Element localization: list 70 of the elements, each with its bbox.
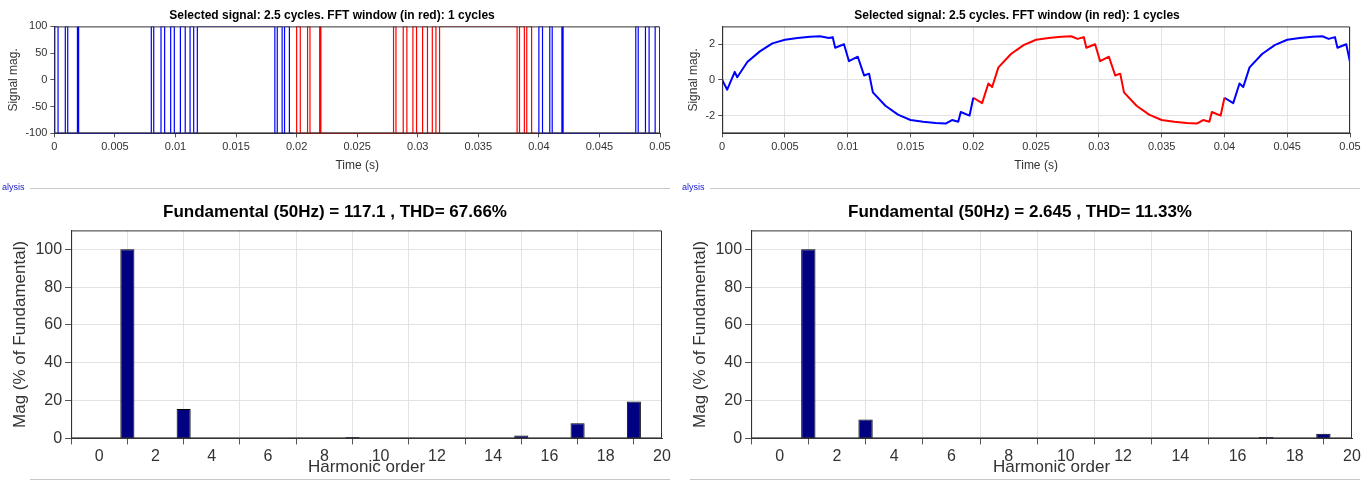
x-tick-label: 0.025: [1022, 140, 1050, 153]
x-tick-label: 0.035: [464, 140, 493, 153]
x-tick-label: 0.015: [896, 140, 925, 153]
x-tick-label: 0: [775, 447, 785, 465]
chart-title: Selected signal: 2.5 cycles. FFT window (in red): 1 cycles: [854, 7, 1181, 22]
x-tick-label: 20: [1343, 447, 1361, 465]
x-tick-label: 0.045: [585, 140, 614, 153]
x-tick-label: 0.03: [407, 140, 429, 153]
x-tick-label: 0.02: [962, 140, 985, 153]
chart-title: Selected signal: 2.5 cycles. FFT window (in red): 1 cycles: [169, 7, 496, 22]
x-tick-label: 20: [653, 447, 671, 465]
x-tick-label: 0.025: [343, 140, 371, 153]
y-axis-title: Signal mag.: [685, 48, 700, 112]
x-tick-label: 0.02: [285, 140, 308, 153]
y-tick-label: 100: [35, 239, 63, 257]
x-tick-label: 18: [1285, 447, 1304, 465]
x-tick-label: 14: [1171, 447, 1190, 465]
x-tick-label: 0.015: [222, 140, 250, 153]
x-tick-label: 12: [1114, 447, 1133, 465]
x-tick-label: 2: [832, 447, 842, 465]
x-tick-label: 18: [596, 447, 615, 465]
x-tick-label: 0.03: [1088, 140, 1110, 153]
x-tick-label: 0.01: [164, 140, 187, 153]
x-tick-label: 4: [207, 447, 217, 465]
x-tick-label: 16: [1228, 447, 1247, 465]
y-tick-label: 40: [724, 353, 743, 371]
x-tick-label: 0.005: [771, 140, 799, 153]
x-tick-label: 2: [151, 447, 161, 465]
x-tick-label: 0.04: [528, 140, 550, 153]
x-tick-label: 0.045: [1273, 140, 1301, 153]
x-axis-title: Time (s): [335, 158, 379, 173]
x-tick-label: 14: [484, 447, 503, 465]
y-tick-label: 20: [44, 390, 63, 408]
chart-title: Fundamental (50Hz) = 2.645 , THD= 11.33%: [848, 201, 1192, 221]
x-tick-label: 0.035: [1147, 140, 1176, 153]
y-tick-label: 100: [715, 239, 743, 257]
x-tick-label: 0: [94, 447, 104, 465]
y-tick-label: 0: [709, 72, 716, 85]
y-tick-label: 80: [44, 277, 63, 295]
y-axis-title: Signal mag.: [5, 48, 20, 112]
x-axis-title: Time (s): [1014, 158, 1058, 173]
y-tick-label: -50: [31, 99, 48, 112]
x-tick-label: 0.05: [649, 140, 671, 153]
y-tick-label: 50: [35, 46, 48, 59]
x-tick-label: 0.005: [101, 140, 129, 153]
y-tick-label: 60: [724, 315, 743, 333]
y-tick-label: 80: [724, 277, 743, 295]
chart-title: Fundamental (50Hz) = 117.1 , THD= 67.66%: [163, 201, 507, 221]
x-tick-label: 0.01: [837, 140, 859, 153]
text: alysis: [682, 181, 705, 192]
x-tick-label: 12: [428, 447, 446, 465]
y-tick-label: 20: [724, 390, 743, 408]
x-tick-label: 4: [889, 447, 899, 465]
y-tick-label: 2: [709, 37, 716, 50]
x-tick-label: 6: [946, 447, 956, 465]
x-tick-label: 16: [540, 447, 559, 465]
y-tick-label: -100: [25, 126, 48, 139]
y-tick-label: 100: [29, 19, 48, 32]
y-tick-label: -2: [705, 108, 716, 121]
text: alysis: [2, 181, 25, 192]
x-tick-label: 0.05: [1339, 140, 1361, 153]
y-axis-title: Mag (% of Fundamental): [689, 240, 709, 428]
y-tick-label: 0: [41, 72, 48, 85]
y-tick-label: 0: [733, 428, 743, 446]
y-tick-label: 40: [44, 353, 63, 371]
y-tick-label: 0: [53, 428, 63, 446]
y-axis-title: Mag (% of Fundamental): [9, 240, 29, 428]
x-tick-label: 6: [263, 447, 273, 465]
x-tick-label: 0.04: [1213, 140, 1236, 153]
y-tick-label: 60: [44, 315, 63, 333]
